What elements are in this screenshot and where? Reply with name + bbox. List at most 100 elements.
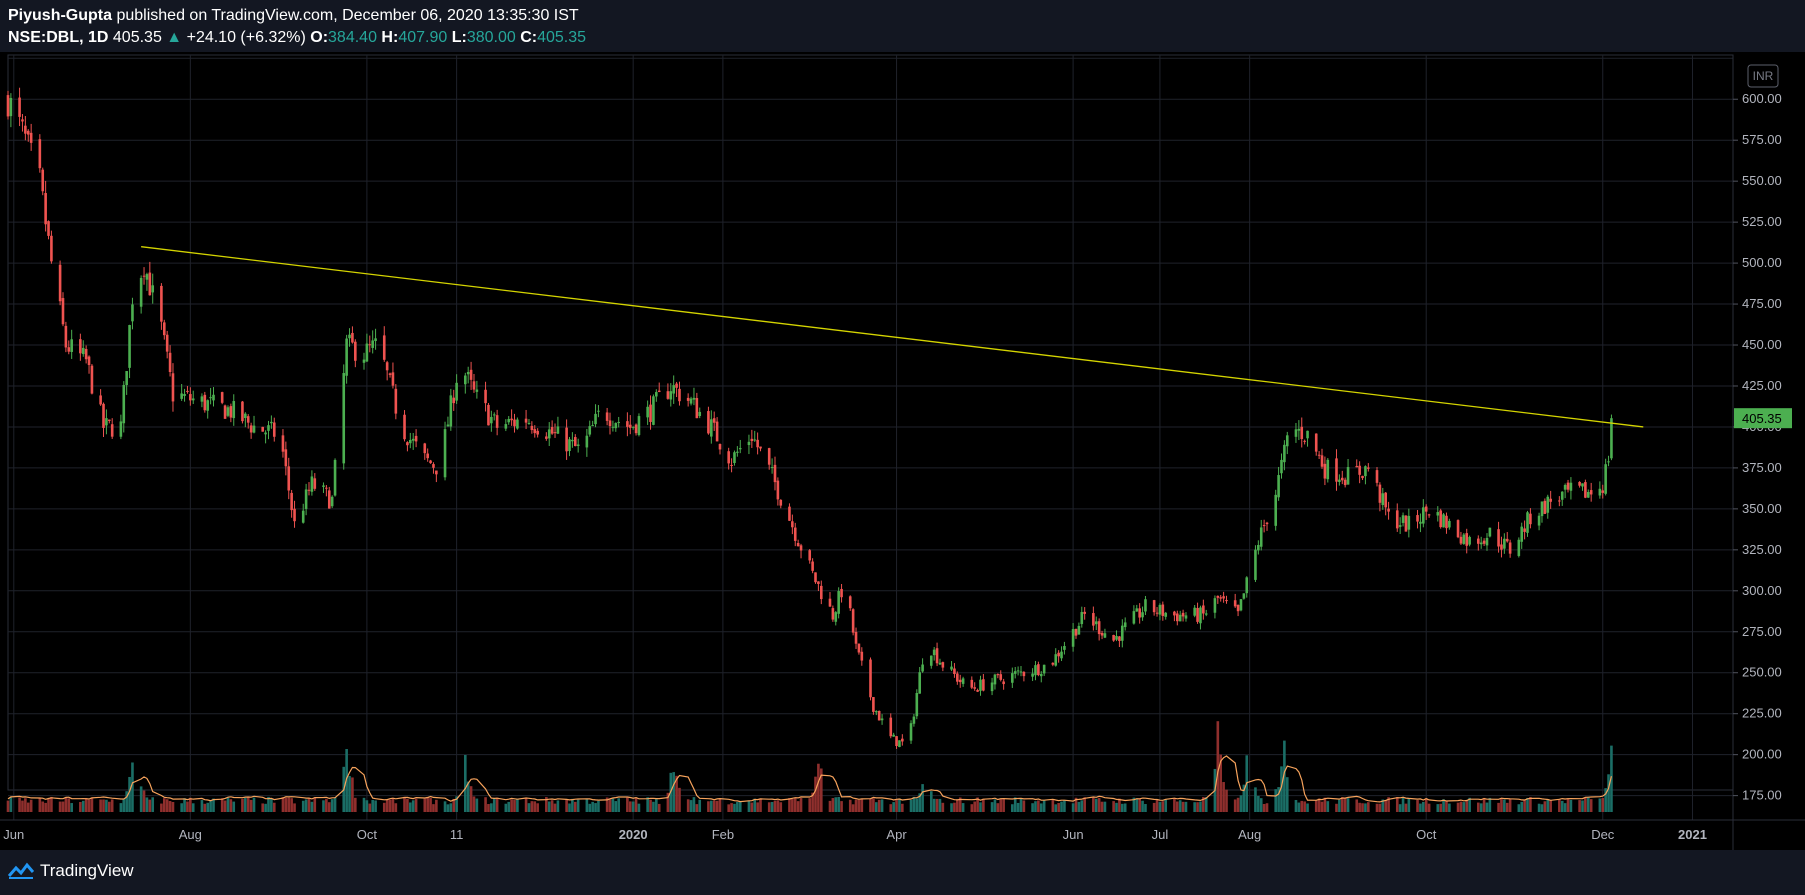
footer: TradingView xyxy=(0,850,1805,895)
volume-bar xyxy=(999,798,1003,812)
candle-down xyxy=(773,464,777,483)
candle-up xyxy=(594,413,597,425)
candle-down xyxy=(487,404,490,426)
volume-bar xyxy=(1057,803,1060,812)
candle-up xyxy=(1193,607,1196,616)
volume-bar xyxy=(646,797,649,812)
tradingview-brand[interactable]: TradingView xyxy=(8,861,134,881)
volume-bar xyxy=(1485,802,1489,812)
candle-down xyxy=(162,322,166,336)
price-tick-label: 475.00 xyxy=(1742,296,1782,311)
candle-up xyxy=(834,612,838,622)
candle-down xyxy=(1445,515,1448,529)
candle-down xyxy=(165,334,169,352)
candle-up xyxy=(371,340,374,348)
volume-bar xyxy=(290,798,293,812)
candle-down xyxy=(84,349,88,360)
volume-bar xyxy=(354,797,357,812)
volume-bar xyxy=(1123,803,1127,812)
candle-up xyxy=(1259,527,1263,547)
volume-bar xyxy=(223,800,227,812)
candle-down xyxy=(1196,607,1199,622)
volume-bar xyxy=(993,799,997,812)
candle-up xyxy=(1071,629,1075,647)
volume-bar xyxy=(304,799,308,812)
candle-down xyxy=(675,383,678,388)
volume-bar xyxy=(695,804,699,812)
candle-down xyxy=(1303,440,1306,442)
candle-down xyxy=(148,272,152,296)
currency-badge[interactable]: INR xyxy=(1747,64,1779,88)
candle-down xyxy=(767,448,771,465)
candle-down xyxy=(64,325,68,348)
author-name[interactable]: Piyush-Gupta xyxy=(8,7,113,24)
candle-down xyxy=(223,405,227,419)
volume-bar xyxy=(272,802,276,812)
volume-bar xyxy=(958,797,962,812)
volume-bar xyxy=(1300,800,1304,812)
candle-down xyxy=(1216,595,1220,598)
volume-bar xyxy=(990,802,994,812)
candle-up xyxy=(1031,673,1034,677)
volume-bar xyxy=(585,798,589,812)
volume-bar xyxy=(628,801,632,812)
volume-bar xyxy=(409,802,412,812)
volume-bar xyxy=(594,803,597,812)
volume-bar xyxy=(1529,797,1532,812)
candle-down xyxy=(1097,621,1101,635)
volume-bar xyxy=(686,799,690,812)
volume-bar xyxy=(1343,797,1347,812)
candle-up xyxy=(1436,512,1440,516)
volume-bar xyxy=(183,798,186,812)
price-tick-label: 250.00 xyxy=(1742,665,1782,680)
candle-up xyxy=(183,393,186,396)
price-tick-label: 525.00 xyxy=(1742,214,1782,229)
candle-down xyxy=(1404,515,1408,532)
candle-down xyxy=(1225,599,1228,602)
candle-up xyxy=(880,718,884,721)
candle-up xyxy=(1604,464,1607,494)
candle-up xyxy=(1013,671,1017,674)
volume-bar xyxy=(1465,800,1469,812)
candle-down xyxy=(791,521,794,528)
volume-bar xyxy=(1280,766,1283,812)
candle-up xyxy=(1563,484,1567,490)
volume-bar xyxy=(510,799,513,812)
volume-bar xyxy=(1436,804,1440,812)
volume-bar xyxy=(47,799,50,812)
candle-down xyxy=(727,451,730,464)
time-tick-label: Jun xyxy=(3,827,24,842)
candle-down xyxy=(1500,544,1503,550)
candle-up xyxy=(1468,536,1471,545)
candle-down xyxy=(1317,454,1321,456)
candle-down xyxy=(102,403,105,428)
candle-up xyxy=(692,397,696,400)
volume-bar xyxy=(1152,802,1156,812)
volume-bar xyxy=(1063,800,1066,812)
candle-down xyxy=(6,95,10,117)
volume-bar xyxy=(976,797,979,812)
volume-bar xyxy=(738,801,742,812)
candle-down xyxy=(99,395,102,405)
candle-up xyxy=(637,416,641,436)
symbol-interval[interactable]: NSE:DBL, 1D xyxy=(8,29,109,46)
volume-bar xyxy=(21,800,24,812)
volume-bar xyxy=(524,798,528,812)
candle-up xyxy=(9,97,13,117)
candle-down xyxy=(901,738,904,742)
volume-bar xyxy=(333,797,337,812)
volume-bar xyxy=(611,798,615,812)
candle-down xyxy=(605,412,609,421)
volume-bar xyxy=(206,802,210,812)
candle-down xyxy=(956,673,959,682)
candle-down xyxy=(1320,455,1324,467)
candle-up xyxy=(206,400,210,411)
volume-bar xyxy=(1610,745,1613,812)
candle-up xyxy=(1462,534,1466,544)
price-tick-label: 225.00 xyxy=(1742,706,1782,721)
candle-up xyxy=(267,425,270,431)
volume-bar xyxy=(1404,803,1408,812)
candle-up xyxy=(151,285,155,293)
candle-down xyxy=(1173,611,1176,616)
